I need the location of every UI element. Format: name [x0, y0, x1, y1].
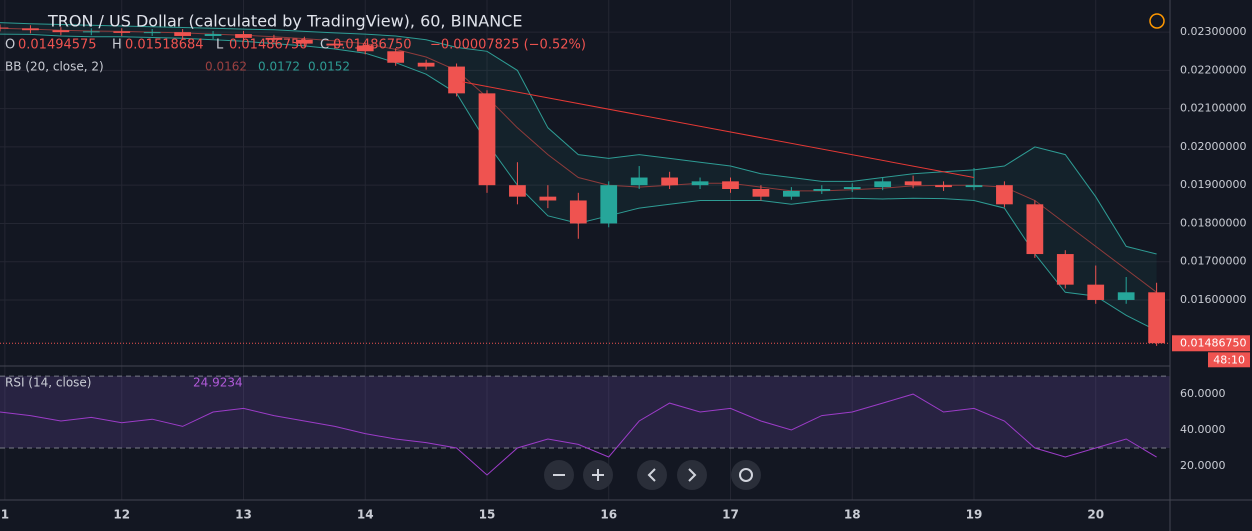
- candle-body: [22, 28, 39, 31]
- y-tick-label: 0.02000000: [1180, 140, 1246, 153]
- candle-body: [722, 181, 739, 190]
- rsi-value: 24.9234: [193, 376, 243, 390]
- x-tick-label: 18: [844, 508, 861, 522]
- reset-button[interactable]: [731, 460, 761, 490]
- candle-body: [904, 181, 922, 186]
- y-tick-label: 0.02200000: [1180, 63, 1246, 76]
- candle-body: [143, 32, 161, 34]
- candle-body: [478, 93, 496, 186]
- candle-body: [174, 32, 191, 36]
- y-tick-label: 0.01800000: [1180, 216, 1246, 229]
- scroll-left-button[interactable]: [637, 460, 667, 490]
- legend-c-value: 0.01486750: [333, 38, 412, 53]
- bb-label: BB (20, close, 2): [5, 60, 104, 74]
- candle-body: [630, 177, 648, 186]
- candle-body: [265, 37, 283, 40]
- x-tick-label: 19: [966, 508, 983, 522]
- rsi-line: [0, 393, 1157, 476]
- candle-body: [326, 43, 344, 46]
- candle-body: [1026, 204, 1044, 255]
- legend-h-value: 0.01518684: [125, 38, 204, 53]
- x-tick-label: 16: [600, 508, 617, 522]
- candle-body: [448, 66, 465, 94]
- countdown-box: [1208, 352, 1250, 368]
- candle-body: [965, 185, 983, 188]
- candle-body: [813, 189, 831, 191]
- x-tick-label: 20: [1087, 508, 1104, 522]
- bb-fill: [0, 22, 1157, 331]
- legend-l-value: 0.01486750: [229, 38, 308, 53]
- rsi-tick-label: 60.0000: [1180, 387, 1226, 400]
- scroll-right-button[interactable]: [677, 460, 707, 490]
- reset-glyph: [739, 468, 753, 482]
- candle-body: [539, 196, 557, 201]
- candle-body: [996, 185, 1013, 205]
- alert-icon[interactable]: [1149, 13, 1165, 29]
- last-price-box: [1172, 335, 1250, 352]
- bb-upper: [0, 22, 1157, 255]
- rsi-band: [0, 376, 1170, 449]
- bb-upper-value: 0.0172: [258, 60, 300, 74]
- candle-body: [82, 31, 100, 33]
- candle-body: [113, 31, 131, 33]
- trendline: [462, 81, 975, 178]
- candle-body: [843, 187, 861, 190]
- candle-body: [1056, 254, 1074, 285]
- zoom-controls: [544, 460, 761, 490]
- legend-o-value: 0.01494575: [18, 38, 97, 53]
- x-tick-label: 13: [235, 508, 252, 522]
- candle-body: [569, 200, 587, 224]
- candle-body: [356, 45, 374, 52]
- bb-lower-value: 0.0152: [308, 60, 350, 74]
- legend-o: O: [5, 38, 15, 53]
- y-tick-label: 0.02300000: [1180, 25, 1246, 38]
- candle-body: [600, 185, 618, 224]
- candle-body: [782, 190, 800, 197]
- x-tick-label: 14: [357, 508, 374, 522]
- rsi-label: RSI (14, close): [5, 376, 91, 390]
- candle-body: [691, 181, 709, 186]
- chart-title: TRON / US Dollar (calculated by TradingV…: [47, 12, 522, 31]
- candle-body: [1087, 284, 1105, 300]
- candle-body: [1117, 292, 1135, 300]
- candle-body: [752, 189, 770, 197]
- candle-body: [235, 34, 252, 38]
- legend-c: C: [320, 38, 329, 53]
- candle-body: [0, 27, 9, 29]
- x-tick-label: 12: [113, 508, 130, 522]
- legend-change: −0.00007825 (−0.52%): [430, 38, 586, 53]
- x-tick-label: 17: [722, 508, 739, 522]
- candle-body: [874, 181, 892, 188]
- bb-basis: [0, 27, 1157, 293]
- grid: [0, 0, 1170, 500]
- y-tick-label: 0.01700000: [1180, 255, 1246, 268]
- rsi-tick-label: 40.0000: [1180, 423, 1226, 436]
- marks: [0, 22, 1170, 476]
- last-price-label: 0.01486750: [1180, 336, 1246, 349]
- rsi-tick-label: 20.0000: [1180, 459, 1226, 472]
- countdown-label: 48:10: [1213, 353, 1245, 366]
- x-tick-label: 15: [479, 508, 496, 522]
- control-glyphs: [553, 468, 697, 482]
- candle-body: [661, 177, 678, 186]
- candle-body: [387, 51, 405, 63]
- candle-body: [204, 34, 222, 36]
- legend-l: L: [216, 38, 224, 53]
- y-tick-label: 0.01600000: [1180, 293, 1246, 306]
- candle-body: [417, 62, 435, 67]
- y-tick-label: 0.01900000: [1180, 178, 1246, 191]
- candle-body: [509, 185, 526, 197]
- x-tick-label: 1: [1, 508, 9, 522]
- candle-body: [52, 30, 70, 33]
- labels: 0.02300000 0.02200000 0.02100000 0.02000000…: [1, 25, 1250, 522]
- bb-basis-value: 0.0162: [205, 60, 247, 74]
- y-tick-label: 0.02100000: [1180, 102, 1246, 115]
- legend-h: H: [112, 38, 122, 53]
- candle-body: [296, 39, 313, 44]
- candle-body: [1148, 292, 1165, 344]
- candle-body: [935, 185, 952, 188]
